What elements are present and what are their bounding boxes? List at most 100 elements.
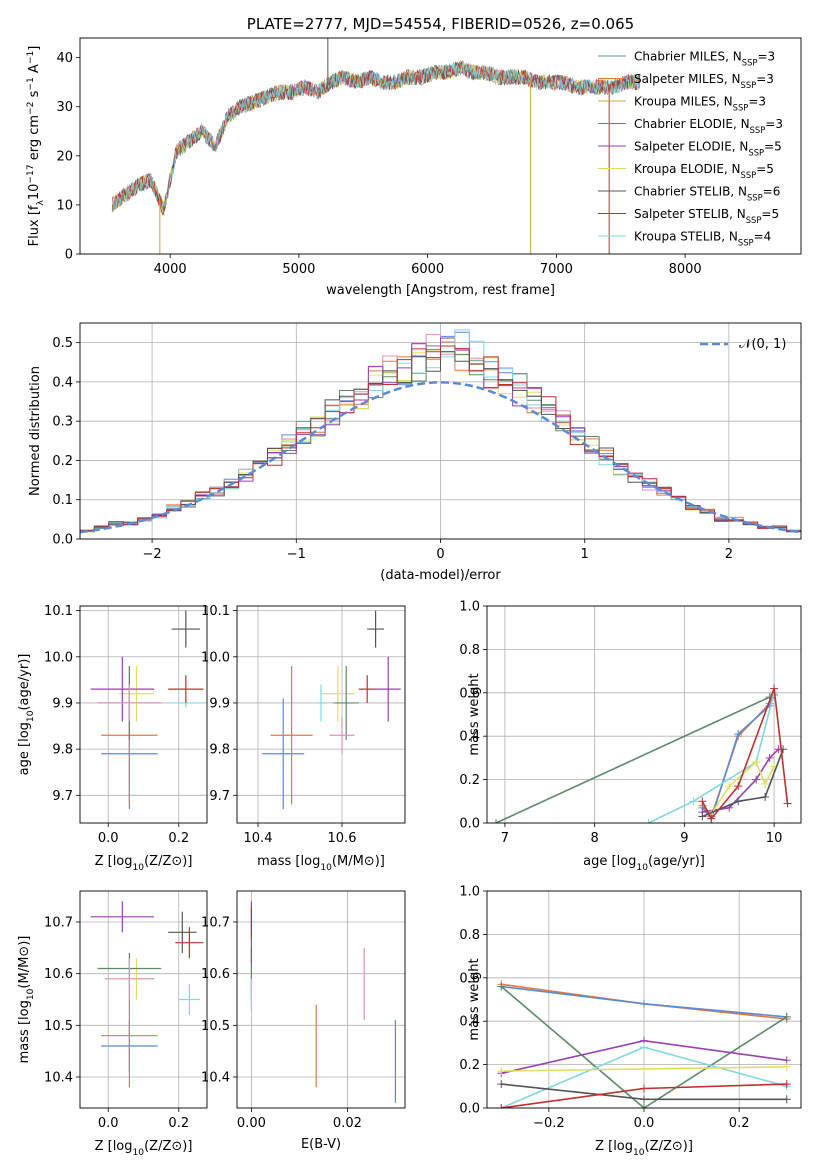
y-tick-label: 10.4	[44, 1071, 73, 1086]
y-tick-label: 40	[56, 51, 73, 66]
axes-frame	[486, 890, 802, 1109]
weight-line	[495, 696, 770, 823]
x-tick-label: 0.2	[168, 831, 189, 846]
y-tick-label: 0.2	[52, 454, 73, 469]
y-tick-label: 0.8	[459, 928, 480, 943]
y-tick-label: 20	[56, 149, 73, 164]
y-tick-label: 0.6	[459, 686, 480, 701]
errorbar-point	[90, 656, 155, 722]
x-tick-label: 7000	[540, 262, 573, 277]
chart-weight-vs-Z: −0.2 0.0 0.2 0.0 0.2 0.4 0.6 0.8 1.0 Z [log10(Z/Z…	[459, 885, 802, 1158]
legend-label: Salpeter ELODIE, NSSP=5	[634, 140, 782, 158]
x-tick-label: 0.2	[729, 1116, 750, 1131]
axes-frame	[236, 605, 406, 824]
chart-age-vs-Z: 0.0 0.2 9.7 9.8 9.9 10.0 10.1 Z [log10(Z/Z⊙)] ag…	[17, 604, 208, 873]
y-tick-label: 1.0	[459, 885, 480, 900]
errorbar-point	[104, 958, 155, 1000]
y-tick-label: 10.1	[201, 604, 230, 619]
x-tick-label: 1	[581, 547, 589, 562]
legend-label: Chabrier STELIB, NSSP=6	[634, 185, 780, 203]
x-tick-label: 0.00	[237, 1116, 266, 1131]
x-tick-label: 7	[501, 831, 509, 846]
legend-label: Salpeter MILES, NSSP=3	[634, 72, 774, 90]
spectrum-line	[111, 61, 641, 213]
y-tick-label: 10.7	[44, 916, 73, 931]
y-tick-label: 10	[56, 198, 73, 213]
histograms	[80, 329, 801, 539]
x-axis-label: E(B-V)	[301, 1137, 341, 1152]
x-axis-label: Z [log10(Z/Z⊙)]	[95, 1139, 193, 1158]
y-tick-label: 10.0	[201, 650, 230, 665]
x-tick-label: −2	[143, 547, 162, 562]
legend-label: 𝒩(0, 1)	[739, 337, 786, 352]
errorbar-point	[321, 666, 355, 722]
y-tick-label: 0.4	[52, 375, 73, 390]
x-tick-label: 10.4	[244, 831, 273, 846]
y-tick-label: 10.6	[201, 967, 230, 982]
errorbar-point	[333, 666, 359, 740]
x-axis-label: (data-model)/error	[380, 568, 501, 583]
errorbar-point	[178, 984, 200, 1015]
x-tick-label: 8000	[669, 262, 702, 277]
errorbar-point	[168, 911, 197, 953]
x-tick-label: 8	[591, 831, 599, 846]
y-tick-label: 10.6	[44, 967, 73, 982]
x-tick-label: 10	[766, 831, 783, 846]
weight-lines	[497, 980, 791, 1108]
axes-frame	[79, 605, 208, 824]
errorbar-point	[90, 901, 155, 933]
errorbar-point	[97, 684, 162, 722]
x-tick-label: 9	[680, 831, 688, 846]
legend-label: Kroupa MILES, NSSP=3	[634, 95, 766, 113]
y-tick-label: 0.1	[52, 493, 73, 508]
y-axis-label: mass [log10(M/M⊙)]	[17, 936, 36, 1064]
errorbar-point	[375, 656, 401, 722]
y-tick-label: 0.5	[52, 336, 73, 351]
x-axis-label: age [log10(age/yr)]	[583, 854, 705, 873]
chart-spectrum: 4000 5000 6000 7000 8000 0 10 20 30 40 PLATE=2777,…	[26, 15, 802, 298]
y-tick-label: 0.4	[459, 1015, 480, 1030]
y-tick-label: 0.6	[459, 971, 480, 986]
y-tick-label: 0.0	[459, 817, 480, 832]
legend-label: Kroupa STELIB, NSSP=4	[634, 230, 771, 248]
y-tick-label: 9.9	[52, 696, 73, 711]
y-axis-label: Normed distribution	[28, 366, 43, 496]
y-tick-label: 0.2	[459, 1058, 480, 1073]
errorbar-point	[175, 927, 204, 959]
chart-weight-vs-age: 7 8 9 10 0.0 0.2 0.4 0.6 0.8 1.0 age [log10(age/yr…	[459, 600, 802, 873]
y-tick-label: 9.8	[209, 743, 230, 758]
legend-label: Chabrier MILES, NSSP=3	[634, 50, 775, 68]
axes-frame	[79, 322, 802, 540]
errorbar-point	[101, 984, 158, 1088]
legend-label: Kroupa ELODIE, NSSP=5	[634, 162, 774, 180]
x-axis-label: wavelength [Angstrom, rest frame]	[326, 283, 555, 298]
y-tick-label: 10.4	[201, 1071, 230, 1086]
y-tick-label: 9.7	[209, 789, 230, 804]
y-tick-label: 0	[65, 248, 73, 263]
y-tick-label: 0.8	[459, 643, 480, 658]
errorbar-point	[262, 698, 305, 810]
errorbar-point	[367, 610, 384, 648]
chart-residuals: −2 −1 0 1 2 0.0 0.1 0.2 0.3 0.4 0.5 (data-model)/er…	[28, 322, 802, 583]
x-tick-label: 0.0	[98, 831, 119, 846]
y-tick-label: 10.1	[44, 604, 73, 619]
x-tick-label: −0.2	[533, 1116, 565, 1131]
chart-mass-vs-EBV: 0.00 0.02 10.4 10.5 10.6 10.7 E(B-V)	[201, 890, 406, 1152]
x-tick-label: 0.02	[333, 1116, 362, 1131]
y-axis-label: Flux [fλ10−17 erg cm−2 s−1 A−1]	[26, 46, 46, 247]
y-tick-label: 0.3	[52, 415, 73, 430]
axes-frame	[486, 605, 802, 824]
normal-curve	[80, 381, 801, 534]
y-axis-label: age [log10(age/yr)]	[17, 654, 36, 776]
errorbar-point	[270, 666, 313, 805]
x-tick-label: 5000	[282, 262, 315, 277]
x-axis-label: Z [log10(Z/Z⊙)]	[595, 1139, 693, 1158]
y-tick-label: 0.0	[52, 533, 73, 548]
x-tick-label: 10.6	[328, 831, 357, 846]
y-tick-label: 9.8	[52, 743, 73, 758]
x-tick-label: 0.2	[168, 1116, 189, 1131]
weight-line	[500, 985, 788, 1108]
x-axis-label: Z [log10(Z/Z⊙)]	[95, 854, 193, 873]
chart-title: PLATE=2777, MJD=54554, FIBERID=0526, z=0…	[247, 15, 634, 33]
